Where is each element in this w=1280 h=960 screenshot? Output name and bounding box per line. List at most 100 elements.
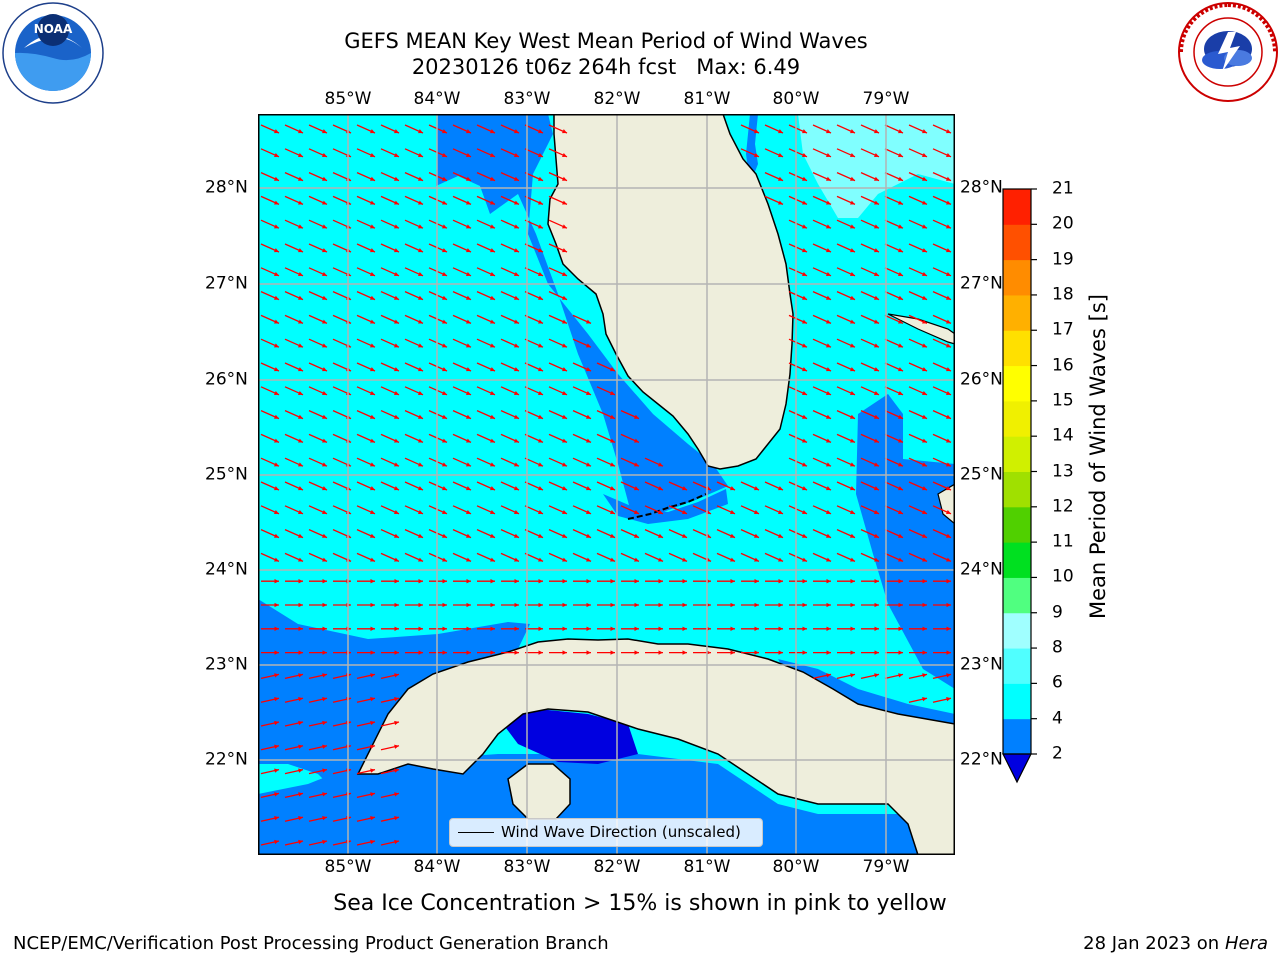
wind-wave-arrow bbox=[452, 386, 472, 396]
wind-wave-arrow bbox=[356, 505, 376, 515]
wind-wave-arrow bbox=[789, 650, 807, 655]
wind-wave-arrow bbox=[381, 579, 399, 584]
wind-wave-arrow bbox=[596, 433, 616, 443]
wind-wave-arrow bbox=[836, 362, 856, 372]
wind-wave-arrow bbox=[908, 697, 928, 703]
wind-wave-arrow bbox=[884, 673, 904, 680]
wind-wave-arrow bbox=[548, 433, 568, 443]
wind-wave-arrow bbox=[452, 172, 472, 182]
wind-wave-arrow bbox=[644, 529, 664, 539]
wind-wave-arrow bbox=[380, 457, 400, 467]
wind-wave-arrow bbox=[620, 481, 640, 491]
colorbar-tick-label: 21 bbox=[1052, 178, 1074, 199]
wind-wave-arrow bbox=[452, 124, 472, 134]
wind-wave-arrow bbox=[500, 362, 520, 372]
wind-wave-arrow bbox=[308, 481, 328, 491]
wind-wave-arrow bbox=[380, 195, 400, 205]
wind-wave-arrow bbox=[932, 457, 952, 467]
wind-wave-arrow bbox=[788, 243, 808, 253]
wind-wave-arrow bbox=[932, 697, 952, 703]
wave-period-2-4-region-south bbox=[258, 599, 530, 794]
wind-wave-arrow bbox=[812, 314, 832, 324]
wind-wave-arrow bbox=[452, 314, 472, 324]
lon-tick-top-82w: 82°W bbox=[593, 89, 641, 109]
wind-wave-arrow bbox=[572, 314, 592, 324]
wind-wave-arrow bbox=[836, 338, 856, 348]
wind-wave-arrow bbox=[356, 552, 376, 562]
wind-wave-arrow bbox=[860, 124, 880, 134]
colorbar-tick-label: 6 bbox=[1052, 672, 1063, 693]
wind-wave-arrow bbox=[356, 267, 376, 277]
colorbar-segment bbox=[1003, 330, 1031, 367]
wind-wave-arrow bbox=[404, 433, 424, 443]
wind-wave-arrow bbox=[284, 291, 304, 301]
wind-wave-arrow bbox=[260, 195, 280, 205]
wind-wave-arrow bbox=[308, 195, 328, 205]
wind-wave-arrow bbox=[500, 219, 520, 229]
wind-wave-arrow bbox=[380, 505, 400, 515]
wind-wave-arrow bbox=[908, 124, 928, 134]
wind-wave-arrow bbox=[812, 267, 832, 277]
wind-wave-arrow bbox=[309, 626, 327, 631]
wind-wave-arrow bbox=[356, 792, 376, 799]
wind-wave-arrow bbox=[788, 267, 808, 277]
wind-wave-arrow bbox=[548, 195, 568, 205]
wind-wave-arrow bbox=[429, 626, 447, 631]
wind-wave-arrow bbox=[500, 172, 520, 182]
wind-wave-arrow bbox=[932, 673, 952, 680]
wind-wave-arrow bbox=[500, 267, 520, 277]
wind-wave-arrow bbox=[429, 650, 447, 655]
wind-wave-arrow bbox=[356, 243, 376, 253]
wind-wave-arrow bbox=[836, 457, 856, 467]
wind-wave-arrow bbox=[668, 552, 688, 562]
wind-wave-arrow bbox=[428, 362, 448, 372]
colorbar-tick-label: 10 bbox=[1052, 566, 1074, 587]
wind-wave-arrow bbox=[836, 195, 856, 205]
wind-wave-arrow bbox=[380, 433, 400, 443]
wind-wave-arrow bbox=[428, 338, 448, 348]
wind-wave-arrow bbox=[500, 124, 520, 134]
wind-wave-arrow bbox=[381, 602, 399, 608]
wind-wave-arrow bbox=[380, 552, 400, 562]
wind-wave-arrow bbox=[548, 457, 568, 467]
wind-wave-arrow bbox=[476, 172, 496, 182]
wind-wave-arrow bbox=[788, 148, 808, 158]
wind-wave-arrow bbox=[908, 410, 928, 420]
wind-wave-arrow bbox=[284, 816, 304, 822]
wind-wave-arrow bbox=[860, 529, 880, 539]
wind-wave-arrow bbox=[884, 410, 904, 420]
wind-wave-arrow bbox=[260, 529, 280, 539]
wind-wave-arrow bbox=[428, 243, 448, 253]
colorbar-segment bbox=[1003, 436, 1031, 472]
wind-wave-arrow bbox=[885, 579, 903, 584]
wind-wave-arrow bbox=[836, 505, 856, 515]
wind-wave-arrow bbox=[308, 386, 328, 396]
wind-wave-arrow bbox=[477, 602, 495, 608]
colorbar-tick-label: 8 bbox=[1052, 637, 1063, 658]
wind-wave-arrow bbox=[549, 579, 567, 584]
wind-wave-arrow bbox=[740, 505, 760, 515]
wind-wave-arrow bbox=[500, 481, 520, 491]
wind-wave-arrow bbox=[860, 219, 880, 229]
wind-wave-arrow bbox=[284, 529, 304, 539]
wind-wave-arrow bbox=[356, 338, 376, 348]
lat-tick-right-24n: 24°N bbox=[960, 559, 1003, 580]
legend-label: Wind Wave Direction (unscaled) bbox=[501, 823, 741, 841]
wind-wave-arrow bbox=[908, 552, 928, 562]
colorbar-segment bbox=[1003, 542, 1031, 578]
wind-wave-arrow bbox=[356, 697, 376, 703]
colorbar-segment bbox=[1003, 224, 1031, 261]
lon-tick-bottom-84w: 84°W bbox=[413, 857, 461, 877]
wind-wave-arrow bbox=[356, 481, 376, 491]
wind-wave-arrow bbox=[812, 338, 832, 348]
wind-wave-arrow bbox=[932, 362, 952, 372]
wind-wave-arrow bbox=[452, 267, 472, 277]
wind-wave-arrow bbox=[860, 481, 880, 491]
wind-wave-arrow bbox=[380, 219, 400, 229]
wind-wave-arrow bbox=[717, 602, 735, 608]
wind-wave-arrow bbox=[452, 338, 472, 348]
wind-wave-arrow bbox=[548, 314, 568, 324]
wind-wave-arrow bbox=[788, 291, 808, 301]
wind-wave-arrow bbox=[740, 529, 760, 539]
wind-wave-arrow bbox=[620, 505, 640, 515]
